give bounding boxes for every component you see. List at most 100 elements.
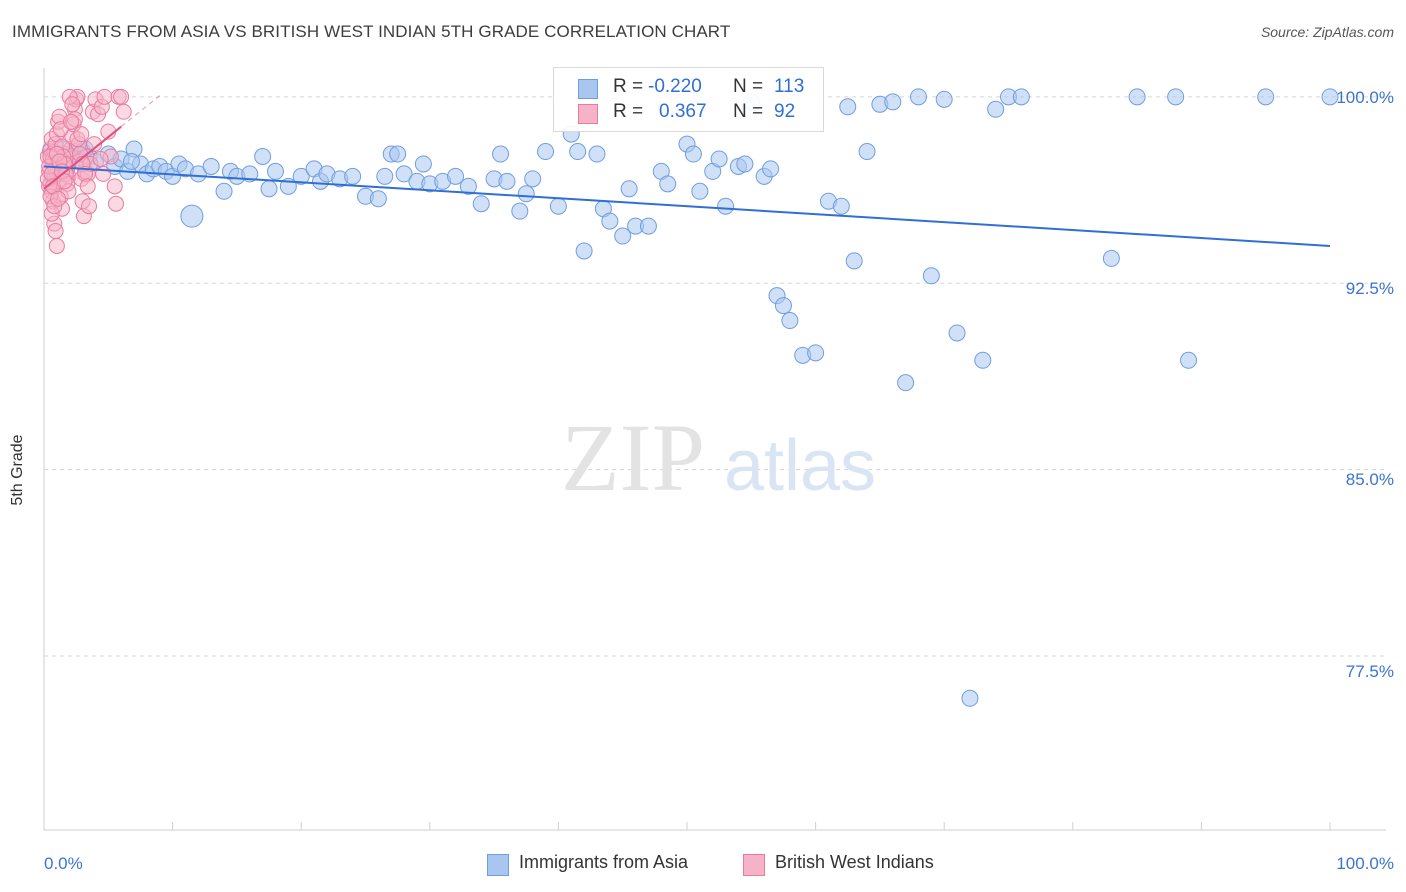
data-point-asia: [987, 100, 1005, 118]
data-point-asia: [948, 324, 966, 342]
data-point-bwi: [73, 126, 90, 143]
data-point-asia: [710, 150, 728, 168]
data-point-asia: [774, 297, 792, 315]
data-point-asia: [620, 180, 638, 198]
bottom-legend-swatch-pink: [743, 854, 765, 876]
stats-legend: R = -0.220 N = 113 R = 0.367 N = 92: [553, 67, 824, 132]
r-label: R =: [613, 101, 644, 122]
data-point-asia: [922, 267, 940, 285]
y-tick-label-100: 100.0%: [1336, 88, 1394, 107]
n-label: N =: [733, 101, 764, 122]
data-point-bwi: [86, 136, 103, 153]
data-point-asia: [549, 197, 567, 215]
data-point-bwi: [63, 113, 80, 130]
data-point-asia: [122, 152, 140, 170]
data-point-asia: [1167, 88, 1185, 106]
data-point-asia: [897, 374, 915, 392]
data-point-asia: [459, 177, 477, 195]
data-point-asia: [395, 165, 413, 183]
data-point-asia: [762, 160, 780, 178]
data-point-asia: [447, 167, 465, 185]
data-point-asia: [1180, 351, 1198, 369]
data-point-bwi: [47, 223, 64, 240]
legend-swatch-blue: [578, 79, 598, 99]
data-point-asia: [614, 227, 632, 245]
data-point-asia: [974, 351, 992, 369]
data-point-asia: [909, 88, 927, 106]
data-point-asia: [935, 90, 953, 108]
x-tick-label-left: 0.0%: [44, 854, 83, 873]
r-label: R =: [613, 76, 644, 97]
data-point-asia: [781, 312, 799, 330]
data-point-asia: [659, 175, 677, 193]
data-point-asia: [569, 143, 587, 161]
data-point-asia: [215, 182, 233, 200]
data-point-asia: [180, 204, 204, 228]
data-point-asia: [961, 689, 979, 707]
data-point-bwi: [113, 88, 130, 105]
data-point-bwi: [48, 237, 65, 254]
data-point-asia: [472, 195, 490, 213]
watermark-atlas: atlas: [724, 426, 876, 506]
data-point-asia: [369, 190, 387, 208]
bottom-legend-label: Immigrants from Asia: [519, 852, 689, 872]
data-point-asia: [1012, 88, 1030, 106]
data-point-asia: [691, 182, 709, 200]
y-tick-label-92-5: 92.5%: [1345, 279, 1394, 298]
data-point-bwi: [81, 198, 98, 215]
data-point-asia: [845, 252, 863, 270]
data-point-asia: [344, 167, 362, 185]
data-point-asia: [858, 143, 876, 161]
data-point-bwi: [108, 195, 125, 212]
data-point-asia: [414, 155, 432, 173]
data-point-bwi: [79, 178, 96, 195]
watermark-zip: ZIP: [561, 404, 705, 511]
data-point-asia: [1321, 88, 1339, 106]
trend-line-bwi: [43, 125, 122, 190]
trend-line-asia: [43, 165, 1331, 247]
data-point-asia: [884, 93, 902, 111]
data-point-bwi: [56, 173, 73, 190]
data-point-asia: [1257, 88, 1275, 106]
bottom-legend-label: British West Indians: [775, 852, 934, 872]
data-point-asia: [241, 165, 259, 183]
y-axis-label: 5th Grade: [9, 434, 26, 506]
data-point-asia: [517, 185, 535, 203]
data-point-asia: [498, 172, 516, 190]
data-point-asia: [588, 145, 606, 163]
data-point-bwi: [95, 165, 112, 182]
data-point-bwi: [106, 178, 123, 195]
data-point-asia: [389, 145, 407, 163]
y-tick-label-85: 85.0%: [1345, 470, 1394, 489]
data-point-asia: [1128, 88, 1146, 106]
data-point-bwi: [92, 150, 109, 167]
data-point-asia: [266, 162, 284, 180]
data-point-asia: [492, 145, 510, 163]
data-point-asia: [601, 212, 619, 230]
x-tick-label-right: 100.0%: [1336, 854, 1394, 873]
chart-title: IMMIGRANTS FROM ASIA VS BRITISH WEST IND…: [12, 22, 731, 41]
data-point-asia: [717, 197, 735, 215]
data-point-asia: [832, 197, 850, 215]
data-point-bwi: [115, 103, 132, 120]
data-point-asia: [189, 165, 207, 183]
data-point-asia: [1102, 249, 1120, 267]
n-value: 113: [774, 76, 805, 97]
n-label: N =: [733, 76, 764, 97]
r-value: -0.220: [648, 76, 702, 97]
data-point-asia: [807, 344, 825, 362]
data-point-asia: [524, 170, 542, 188]
data-point-bwi: [50, 190, 67, 207]
bottom-legend-swatch-blue: [487, 854, 509, 876]
data-point-asia: [736, 155, 754, 173]
data-point-asia: [202, 157, 220, 175]
data-point-bwi: [64, 96, 81, 113]
data-point-asia: [684, 145, 702, 163]
legend-swatch-pink: [578, 104, 598, 124]
trend-layer: [43, 95, 1331, 247]
data-point-asia: [537, 143, 555, 161]
data-point-asia: [376, 167, 394, 185]
data-point-asia: [254, 147, 272, 165]
n-value: 92: [774, 101, 796, 122]
